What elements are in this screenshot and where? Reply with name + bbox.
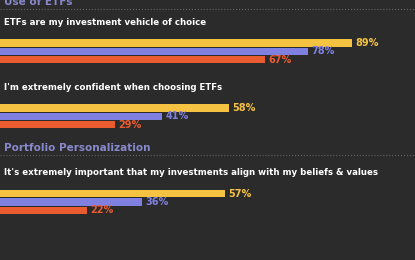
Bar [0, 56, 265, 63]
Text: 57%: 57% [228, 189, 252, 199]
Bar [0, 113, 162, 120]
Text: 89%: 89% [355, 38, 378, 48]
Text: 41%: 41% [165, 111, 188, 121]
Text: Use of ETFs: Use of ETFs [4, 0, 73, 7]
Text: 67%: 67% [268, 55, 291, 64]
Text: ETFs are my investment vehicle of choice: ETFs are my investment vehicle of choice [4, 17, 206, 27]
Bar [0, 198, 142, 206]
Text: 78%: 78% [311, 46, 335, 56]
Text: 36%: 36% [145, 197, 169, 207]
Text: It's extremely important that my investments align with my beliefs & values: It's extremely important that my investm… [4, 168, 378, 177]
Bar [0, 190, 225, 197]
Text: 29%: 29% [118, 120, 141, 129]
Text: 58%: 58% [232, 103, 256, 113]
Bar [0, 207, 87, 214]
Text: 22%: 22% [90, 205, 113, 215]
Bar [0, 48, 308, 55]
Bar [0, 39, 352, 47]
Text: Portfolio Personalization: Portfolio Personalization [4, 143, 151, 153]
Text: I'm extremely confident when choosing ETFs: I'm extremely confident when choosing ET… [4, 82, 222, 92]
Bar [0, 104, 229, 112]
Bar [0, 121, 115, 128]
